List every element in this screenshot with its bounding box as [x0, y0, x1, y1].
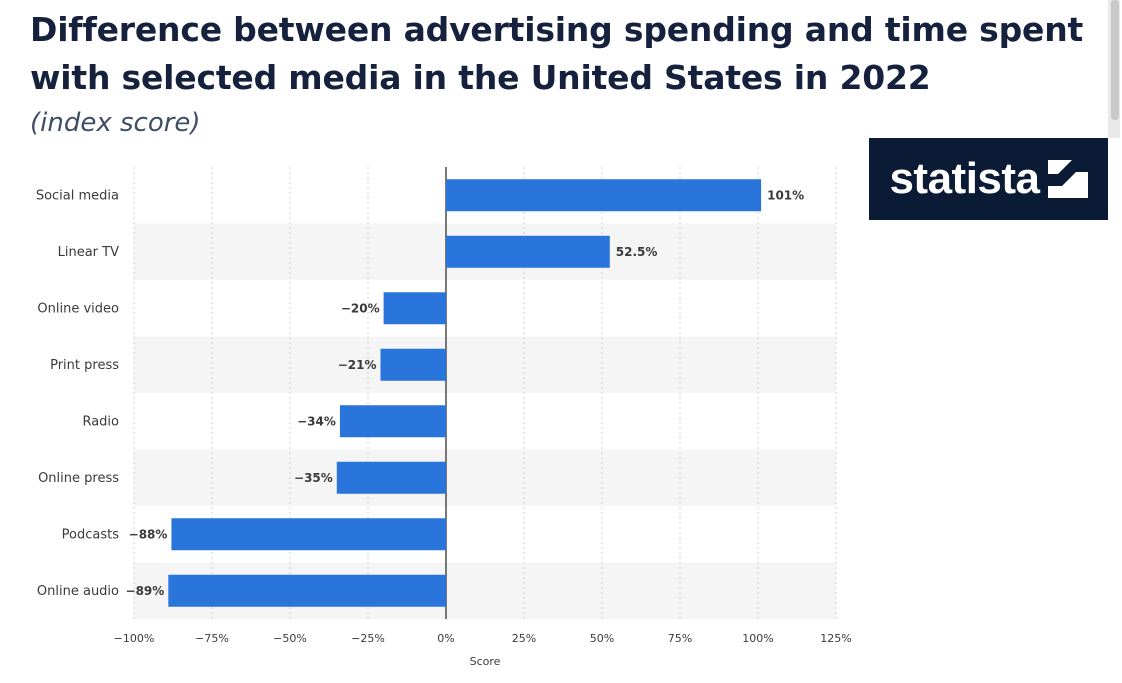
- data-label: −21%: [338, 358, 377, 372]
- x-tick-label: −50%: [273, 632, 307, 645]
- bars: [168, 179, 762, 607]
- category-label: Radio: [82, 414, 119, 429]
- data-label: −20%: [341, 301, 380, 315]
- bar: [446, 179, 762, 212]
- chart-subtitle: (index score): [30, 108, 201, 138]
- category-label: Podcasts: [62, 527, 120, 542]
- x-tick-label: 100%: [742, 632, 773, 645]
- x-tick-label: 50%: [590, 632, 614, 645]
- x-tick-label: 25%: [512, 632, 536, 645]
- x-tick-label: −75%: [195, 632, 229, 645]
- category-label: Linear TV: [58, 245, 119, 260]
- x-tick-label: −100%: [114, 632, 155, 645]
- category-label: Online press: [38, 471, 119, 486]
- data-label: 101%: [767, 188, 804, 202]
- data-label: −89%: [126, 584, 165, 598]
- bar-chart: Social media 101% Linear TV 52.5% Online vid…: [36, 167, 852, 668]
- row-band: [134, 336, 836, 393]
- labels: Social media 101% Linear TV 52.5% Online vid…: [36, 188, 852, 668]
- x-axis-title: Score: [470, 655, 501, 668]
- statista-logo-icon: [1047, 160, 1088, 198]
- category-label: Online video: [37, 301, 119, 316]
- statista-logo[interactable]: statista: [869, 138, 1108, 220]
- bar: [339, 405, 446, 438]
- bar: [446, 235, 610, 268]
- category-label: Online audio: [37, 584, 119, 599]
- data-label: 52.5%: [616, 245, 658, 259]
- data-label: −34%: [297, 414, 336, 428]
- row-bands: [134, 223, 836, 619]
- x-tick-label: 125%: [820, 632, 851, 645]
- data-label: −88%: [129, 527, 168, 541]
- category-label: Social media: [36, 188, 119, 203]
- bar: [336, 461, 446, 494]
- data-label: −35%: [294, 471, 333, 485]
- bar: [171, 518, 446, 551]
- category-label: Print press: [50, 358, 119, 373]
- bar: [380, 348, 446, 381]
- logo-text: statista: [889, 154, 1040, 203]
- chart-title: Difference between advertising spending …: [30, 10, 1084, 97]
- x-tick-label: −25%: [351, 632, 385, 645]
- x-tick-label: 0%: [437, 632, 454, 645]
- bar: [383, 292, 446, 325]
- row-band: [134, 449, 836, 506]
- scrollbar-thumb[interactable]: [1111, 0, 1119, 120]
- bar: [168, 574, 446, 607]
- x-tick-label: 75%: [668, 632, 692, 645]
